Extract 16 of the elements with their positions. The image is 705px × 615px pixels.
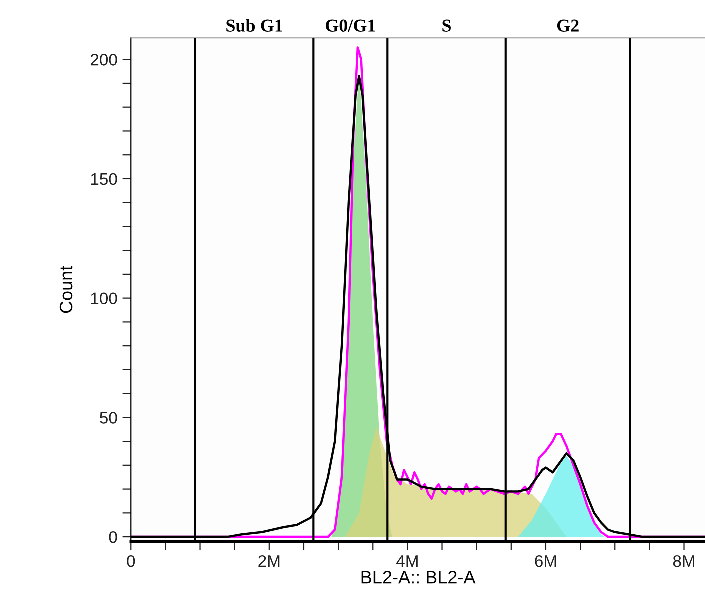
text: G2	[557, 20, 579, 32]
y-tick-label: 200	[90, 54, 118, 66]
y-tick-label: 0	[109, 531, 118, 544]
x-tick-label: 2M	[258, 555, 280, 568]
y-axis-title: Count	[60, 266, 73, 314]
y-tick-label: 150	[91, 173, 118, 186]
text: S	[442, 20, 452, 32]
x-tick-label: 0	[127, 555, 136, 568]
x-tick-label: 4M	[396, 556, 418, 568]
text: Sub G1	[226, 19, 282, 32]
text: G0/G1	[326, 20, 376, 32]
x-axis-title: BL2-A:: BL2-A	[362, 571, 476, 584]
y-tick-label: 50	[100, 412, 118, 424]
y-tick-label: 100	[91, 292, 118, 305]
x-tick-label: 8M	[673, 555, 694, 568]
x-tick-label: 6M	[535, 555, 556, 568]
